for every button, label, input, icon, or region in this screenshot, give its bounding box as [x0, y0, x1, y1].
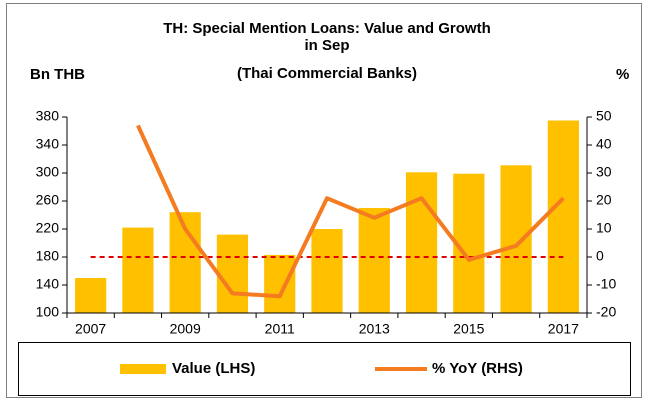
y2-axis-label: %	[616, 66, 629, 83]
bar	[122, 227, 154, 313]
x-tick-label: 2015	[453, 321, 484, 337]
legend-swatch	[120, 364, 166, 374]
y-tick-label: 340	[36, 136, 60, 152]
y2-tick-label: 50	[596, 108, 612, 124]
x-tick-label: 2013	[359, 321, 390, 337]
x-tick-label: 2007	[75, 321, 106, 337]
y-tick-label: 220	[36, 220, 60, 236]
bar	[311, 229, 343, 313]
y-axis-label: Bn THB	[30, 66, 85, 83]
y-tick-label: 140	[36, 276, 60, 292]
y-tick-label: 380	[36, 108, 60, 124]
y2-tick-label: 40	[596, 136, 612, 152]
x-tick-label: 2009	[170, 321, 201, 337]
bar	[216, 234, 249, 313]
legend-label: % YoY (RHS)	[432, 360, 523, 377]
y2-tick-label: -10	[596, 276, 616, 292]
bar	[75, 278, 107, 313]
x-tick-label: 2011	[265, 321, 295, 337]
y2-tick-label: 0	[596, 248, 604, 264]
y-tick-label: 100	[36, 304, 60, 320]
legend-box	[18, 342, 631, 396]
y-tick-label: 300	[36, 164, 60, 180]
bar	[405, 172, 438, 313]
y2-tick-label: 20	[596, 192, 612, 208]
y2-tick-label: 10	[596, 220, 612, 236]
legend-label: Value (LHS)	[172, 360, 255, 377]
y-tick-label: 180	[36, 248, 60, 264]
y2-tick-label: 30	[596, 164, 612, 180]
bar	[358, 208, 390, 313]
chart-title: in Sep	[304, 37, 349, 54]
x-tick-label: 2017	[548, 321, 579, 337]
bar	[547, 120, 579, 313]
chart-subtitle: (Thai Commercial Banks)	[237, 65, 417, 82]
bar	[264, 254, 296, 313]
y-tick-label: 260	[36, 192, 60, 208]
chart-title: TH: Special Mention Loans: Value and Gro…	[163, 20, 491, 37]
line	[136, 124, 565, 299]
bar	[500, 165, 532, 313]
y2-tick-label: -20	[596, 304, 616, 320]
